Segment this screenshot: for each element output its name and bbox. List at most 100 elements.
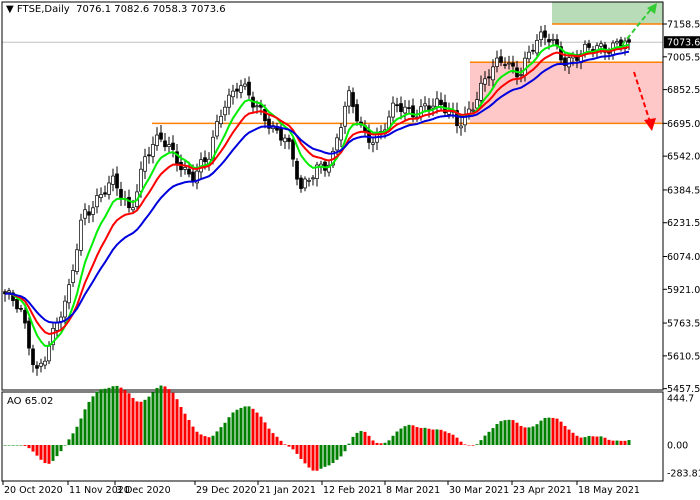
- candle: [539, 25, 543, 47]
- candle: [103, 185, 107, 198]
- ao-bar: [143, 399, 147, 445]
- current-price-label: 7073.6: [667, 38, 700, 49]
- ao-bar: [527, 427, 531, 445]
- sell-zone: [470, 62, 663, 124]
- candle: [339, 123, 343, 147]
- ao-bar: [115, 385, 119, 445]
- ao-histogram: [3, 385, 631, 471]
- candle: [359, 116, 363, 128]
- candle: [19, 304, 23, 313]
- price-tick-label: 6695.0: [667, 119, 700, 130]
- ao-bar: [251, 408, 255, 445]
- ao-bar: [207, 437, 211, 445]
- ao-bar: [459, 441, 463, 445]
- ao-bar: [591, 436, 595, 445]
- candle-body: [303, 178, 307, 189]
- candle-body: [47, 345, 51, 362]
- ao-bar: [515, 422, 519, 445]
- time-tick-label: 21 Jan 2021: [259, 485, 316, 496]
- ao-bar: [395, 431, 399, 445]
- candle: [455, 102, 459, 134]
- candle: [247, 76, 251, 99]
- triangle-down-icon[interactable]: ▼: [6, 4, 14, 15]
- ao-bar: [127, 393, 131, 445]
- ao-bar: [135, 401, 139, 445]
- candle: [27, 317, 31, 356]
- candle: [87, 205, 91, 224]
- candle: [31, 344, 35, 373]
- candle-body: [263, 108, 267, 122]
- candle-body: [171, 142, 175, 150]
- candle-body: [435, 98, 439, 107]
- candle: [159, 125, 163, 143]
- candle: [459, 118, 463, 136]
- ao-bar: [511, 420, 515, 445]
- candle: [499, 49, 503, 67]
- candle-body: [95, 195, 99, 208]
- ao-bar: [551, 417, 555, 445]
- ao-bar: [371, 440, 375, 445]
- candle-body: [7, 290, 11, 293]
- ao-bar: [31, 445, 35, 452]
- candle: [267, 114, 271, 135]
- ao-bar: [7, 445, 11, 446]
- ao-bar: [423, 427, 427, 445]
- ao-bar: [547, 417, 551, 445]
- ao-bar: [119, 387, 123, 445]
- ao-bar: [383, 442, 387, 445]
- ao-bar: [343, 445, 347, 452]
- slow-ma-line: [4, 50, 630, 324]
- candle-body: [223, 106, 227, 116]
- candle: [403, 100, 407, 121]
- ao-bar: [231, 412, 235, 445]
- ao-bar: [439, 429, 443, 445]
- candle-body: [227, 94, 231, 108]
- ao-bar: [587, 435, 591, 445]
- ao-bar: [503, 420, 507, 445]
- time-tick-label: 23 Apr 2021: [513, 485, 572, 496]
- candle: [371, 136, 375, 153]
- candle-body: [255, 105, 259, 108]
- candle-body: [335, 137, 339, 151]
- ao-bar: [387, 440, 391, 445]
- candle: [351, 87, 355, 114]
- ao-bar: [67, 439, 71, 445]
- ao-bar: [299, 445, 303, 460]
- ao-bar: [259, 416, 263, 445]
- ao-bar: [391, 435, 395, 445]
- ao-bar: [271, 433, 275, 445]
- candle-body: [203, 157, 207, 163]
- candle-body: [99, 194, 103, 198]
- candle-body: [391, 102, 395, 118]
- candle-body: [215, 121, 219, 137]
- candle-body: [403, 106, 407, 114]
- ao-bar: [443, 431, 447, 445]
- ao-bar: [375, 442, 379, 445]
- candle: [79, 213, 83, 256]
- ao-bar: [219, 427, 223, 445]
- ao-bar: [599, 436, 603, 445]
- ao-bar: [475, 444, 479, 445]
- main-pane-border: [1, 1, 664, 391]
- ao-bar: [607, 439, 611, 445]
- candle-body: [167, 144, 171, 147]
- ao-bar: [159, 385, 163, 445]
- ao-bar: [355, 432, 359, 445]
- ao-bar: [523, 427, 527, 445]
- ao-bar: [275, 436, 279, 445]
- candle: [479, 75, 483, 107]
- ao-bar: [447, 433, 451, 445]
- ao-bar: [243, 406, 247, 445]
- candle: [71, 264, 75, 287]
- candle: [67, 278, 71, 310]
- candle: [307, 177, 311, 187]
- time-tick-label: 20 Oct 2020: [4, 485, 63, 496]
- time-tick-label: 12 Feb 2021: [323, 485, 382, 496]
- candle-body: [55, 322, 59, 331]
- candle-body: [63, 300, 67, 318]
- candle: [483, 71, 487, 92]
- ao-bar: [427, 428, 431, 445]
- time-tick-label: 11 Nov 2020: [69, 485, 130, 496]
- candle-body: [295, 160, 299, 180]
